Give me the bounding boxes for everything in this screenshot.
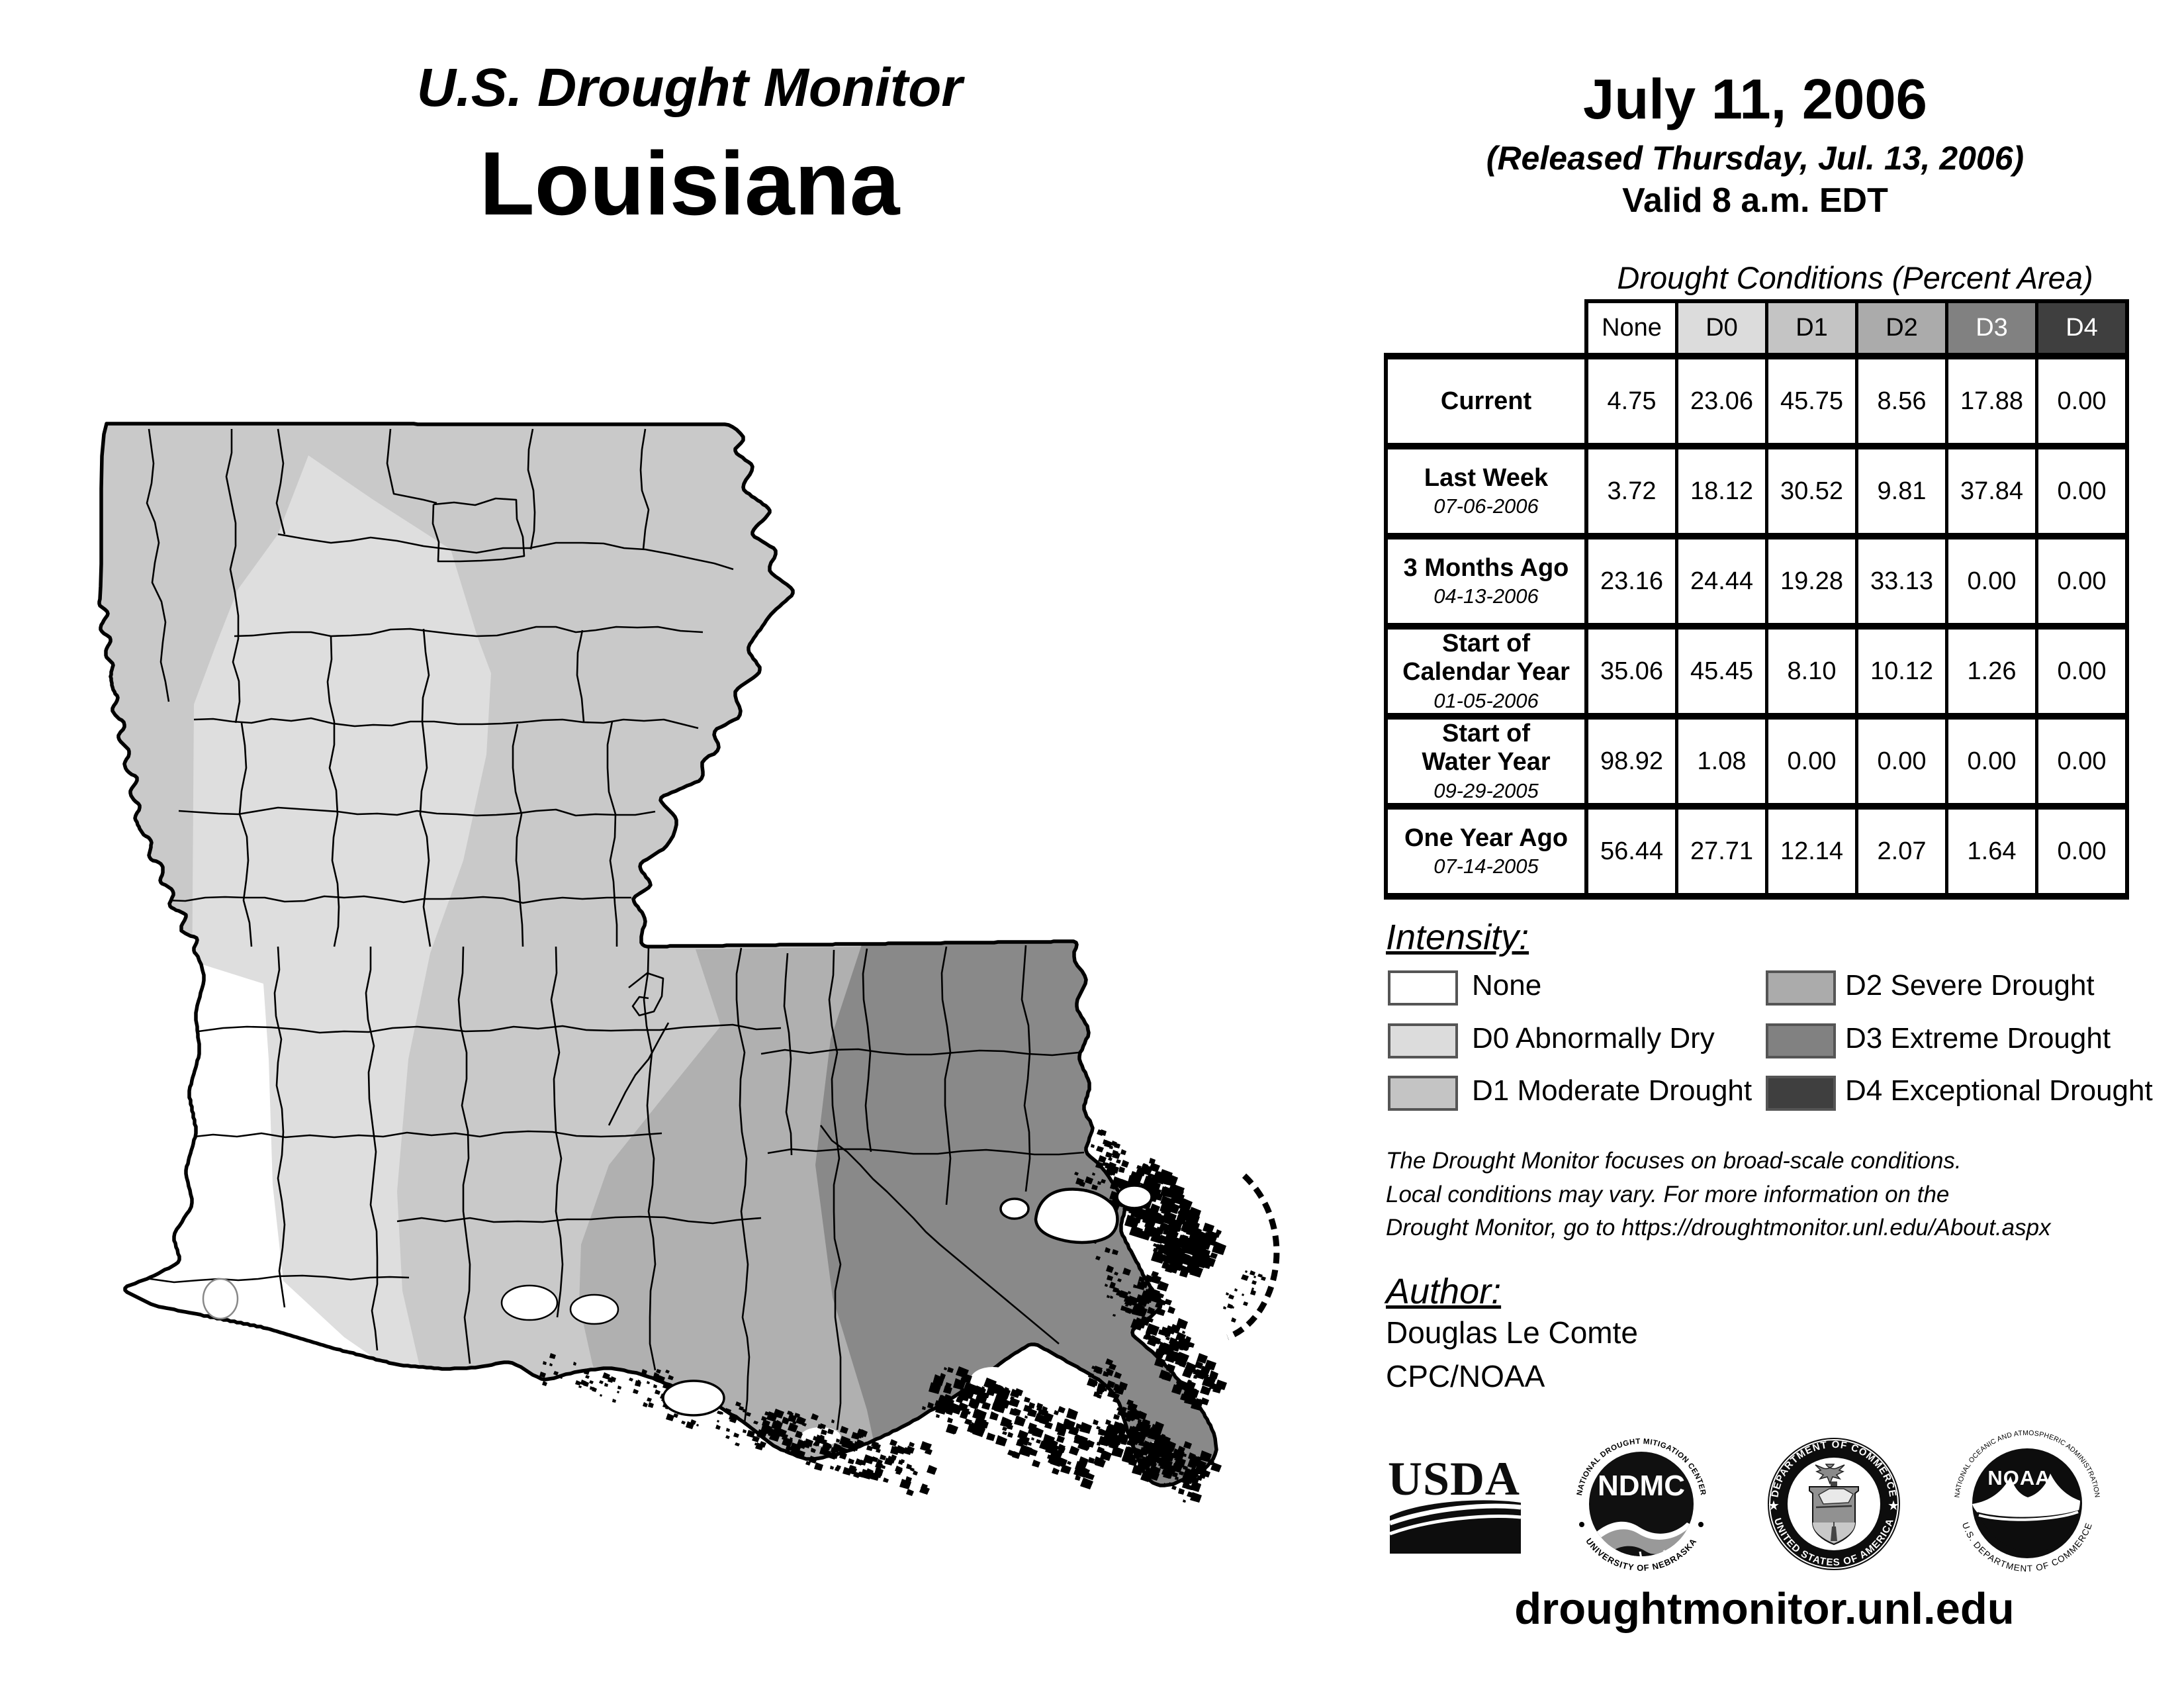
svg-text:NOAA: NOAA bbox=[1987, 1466, 2050, 1489]
svg-text:NDMC: NDMC bbox=[1598, 1470, 1685, 1502]
svg-text:★: ★ bbox=[1768, 1499, 1780, 1513]
svg-text:★: ★ bbox=[1888, 1499, 1899, 1513]
svg-text:USDA: USDA bbox=[1388, 1452, 1520, 1505]
